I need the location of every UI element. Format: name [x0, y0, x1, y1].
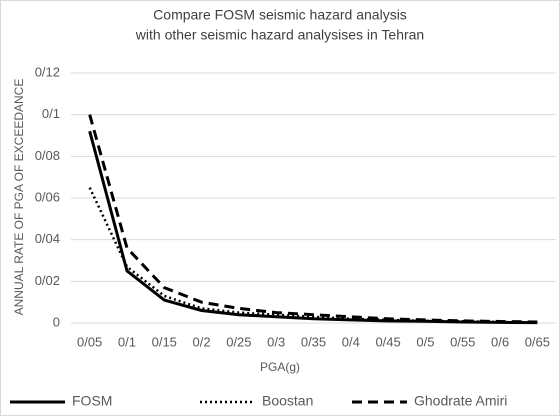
x-tick-label: 0/45	[375, 334, 400, 349]
series-line	[88, 114, 538, 324]
y-tick-label: 0/06	[35, 189, 60, 204]
chart-title: with other seismic hazard analysises in …	[135, 27, 424, 43]
x-tick-label: 0/4	[342, 334, 360, 349]
x-tick-label: 0/05	[77, 334, 102, 349]
x-tick-label: 0/5	[416, 334, 434, 349]
y-tick-label: 0	[53, 314, 60, 329]
x-axis-label: PGA(g)	[260, 360, 300, 374]
legend-label: Ghodrate Amiri	[414, 393, 507, 409]
x-tick-label: 0/15	[152, 334, 177, 349]
x-tick-label: 0/1	[118, 334, 136, 349]
x-tick-label: 0/65	[525, 334, 550, 349]
x-tick-label: 0/2	[193, 334, 211, 349]
y-tick-label: 0/08	[35, 148, 60, 163]
legend-label: FOSM	[72, 393, 112, 409]
x-tick-label: 0/6	[491, 334, 509, 349]
x-tick-label: 0/55	[450, 334, 475, 349]
legend-label: Boostan	[262, 393, 313, 409]
chart-title: Compare FOSM seismic hazard analysis	[153, 7, 407, 23]
y-tick-label: 0/02	[35, 273, 60, 288]
x-tick-label: 0/25	[226, 334, 251, 349]
x-tick-label: 0/3	[267, 334, 285, 349]
y-axis-label: ANNUAL RATE OF PGA OF EXCEEDANCE	[12, 79, 26, 316]
y-tick-label: 0/1	[42, 106, 60, 121]
x-tick-label: 0/35	[301, 334, 326, 349]
y-tick-label: 0/04	[35, 231, 60, 246]
y-tick-label: 0/12	[35, 64, 60, 79]
series-line	[88, 187, 538, 324]
